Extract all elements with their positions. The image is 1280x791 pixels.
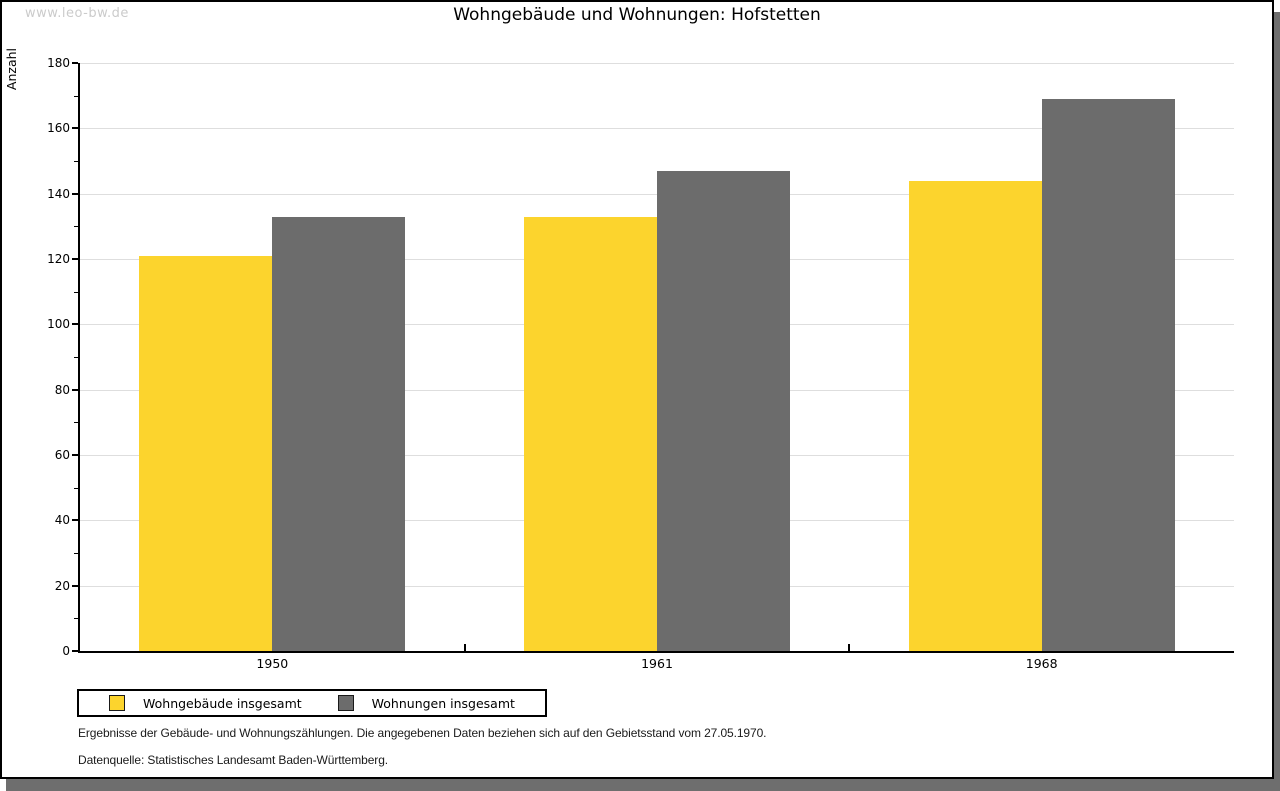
gridline-180 — [80, 63, 1234, 64]
y-axis-tick — [72, 388, 78, 391]
y-tick-label: 80 — [54, 382, 70, 397]
y-axis-tick — [74, 226, 78, 228]
bar-1961-series1 — [657, 170, 790, 651]
y-tick-label: 100 — [47, 317, 70, 332]
y-axis-tick — [72, 323, 78, 326]
bar-1950-series0 — [139, 255, 273, 651]
legend-label-wohngebaeude: Wohngebäude insgesamt — [143, 695, 302, 711]
y-axis-tick — [72, 192, 78, 195]
y-axis-tick — [74, 618, 78, 620]
bar-1961-series0 — [524, 216, 657, 651]
footnote-datenquelle: Datenquelle: Statistisches Landesamt Bad… — [78, 753, 388, 767]
legend-item-wohngebaeude: Wohngebäude insgesamt — [109, 695, 302, 711]
y-tick-label: 40 — [54, 513, 70, 528]
y-axis-tick — [74, 291, 78, 293]
y-axis-tick — [74, 553, 78, 554]
y-tick-label: 180 — [47, 56, 70, 70]
y-axis-tick — [72, 62, 78, 64]
y-tick-label: 20 — [54, 578, 70, 593]
y-axis-tick — [72, 127, 78, 130]
y-axis-tick — [72, 584, 78, 587]
bar-1968-series0 — [908, 180, 1042, 651]
watermark-leo-bw: www.leo-bw.de — [25, 6, 129, 21]
x-axis-tick — [463, 644, 466, 651]
y-tick-label: 160 — [47, 121, 70, 136]
y-axis-tick — [72, 258, 78, 260]
bar-1950-series1 — [272, 216, 406, 651]
footnote-gebietsstand: Ergebnisse der Gebäude- und Wohnungszähl… — [78, 726, 767, 740]
x-tick-label: 1968 — [1025, 656, 1058, 671]
chart-title: Wohngebäude und Wohnungen: Hofstetten — [453, 5, 821, 25]
legend-label-wohnungen: Wohnungen insgesamt — [371, 695, 515, 711]
y-axis-title: Anzahl — [4, 48, 19, 91]
bar-1968-series1 — [1041, 98, 1175, 651]
legend-swatch-yellow-icon — [109, 695, 125, 711]
gridline-160 — [80, 128, 1234, 130]
y-axis-tick — [72, 650, 78, 652]
y-axis-tick — [74, 95, 78, 97]
y-tick-label: 140 — [47, 186, 70, 201]
plot-area: 0 20 40 60 80 100 120 140 160 180 1950 1961 1968 — [47, 56, 1234, 671]
y-tick-label: 0 — [62, 644, 70, 658]
x-tick-label: 1950 — [256, 656, 289, 671]
chart-legend: Wohngebäude insgesamt Wohnungen insgesam… — [77, 689, 547, 717]
y-tick-label: 120 — [47, 252, 70, 266]
y-axis-tick — [74, 487, 78, 489]
x-axis-tick — [848, 644, 851, 651]
y-axis-tick — [72, 519, 78, 522]
y-tick-label: 60 — [54, 448, 70, 462]
y-axis-tick — [74, 161, 78, 162]
y-axis-tick — [74, 357, 78, 358]
y-axis-tick — [74, 422, 78, 424]
legend-swatch-gray-icon — [337, 695, 354, 711]
legend-item-wohnungen: Wohnungen insgesamt — [337, 695, 515, 711]
y-axis-tick — [72, 454, 78, 456]
x-tick-label: 1961 — [641, 656, 673, 671]
